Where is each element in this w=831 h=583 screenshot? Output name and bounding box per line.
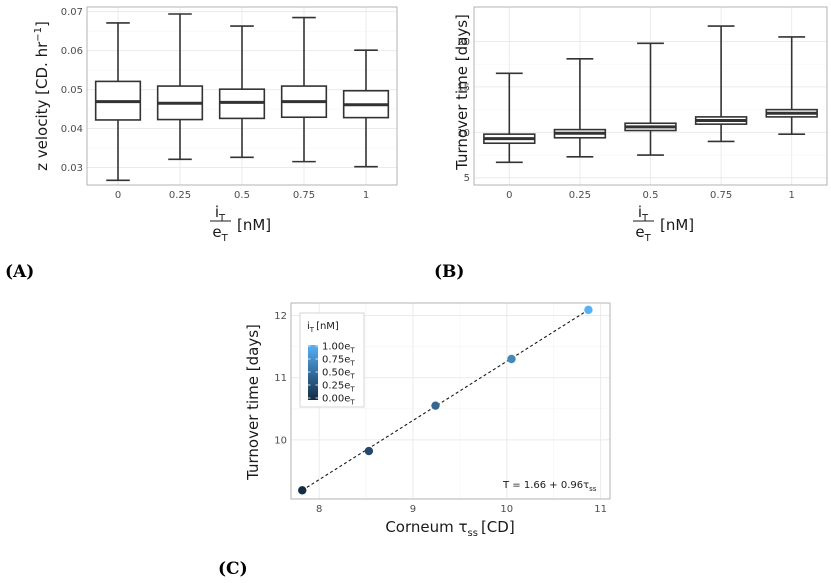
data-point — [298, 486, 307, 495]
legend-label: 0.50eT — [322, 368, 355, 381]
y-tick-label: 10 — [274, 435, 287, 446]
x-tick-label: 8 — [316, 504, 322, 515]
y-tick-label: 0.06 — [61, 46, 83, 57]
fit-equation: T = 1.66 + 0.96τss — [502, 480, 597, 493]
panel-b-ylabel: Turnover time [days] — [453, 14, 471, 171]
legend-label: 0.75eT — [322, 355, 355, 368]
x-tick-label: 0.75 — [710, 190, 732, 201]
x-tick-label: 1 — [789, 190, 795, 201]
data-point — [507, 354, 516, 364]
panel-label-c: (C) — [218, 559, 248, 579]
y-tick-label: 5 — [464, 173, 470, 184]
panel-a-xlabel: iT eT [nM] — [210, 203, 271, 244]
box-1 — [765, 36, 818, 135]
data-point — [364, 446, 374, 456]
x-tick-label: 10 — [500, 504, 513, 515]
panel-a-boxplot: 0.03 0.04 0.05 0.06 0.07 0 0.25 0.5 0.75 1 z vel… — [5, 6, 398, 282]
panel-c-frame — [290, 302, 611, 500]
panel-label-a: (A) — [5, 262, 34, 282]
x-tick-label: 1 — [363, 190, 369, 201]
panel-b-boxplot: 5 10 15 20 0 0.25 0.5 0.75 1 Turnover time [day… — [434, 6, 828, 282]
box-0.5 — [624, 42, 677, 156]
x-tick-label: 0.5 — [643, 190, 659, 201]
y-tick-label: 0.03 — [61, 163, 83, 174]
panel-a-frame — [86, 6, 398, 186]
panel-label-b: (B) — [434, 262, 464, 282]
box-0.5 — [218, 25, 266, 159]
box-0.25 — [553, 57, 607, 158]
x-tick-label: 0.75 — [293, 190, 315, 201]
svg-text:iT: iT — [638, 203, 649, 224]
y-tick-label: 0.07 — [61, 7, 83, 18]
x-tick-label: 0.25 — [569, 190, 591, 201]
panel-b-frame — [473, 6, 828, 186]
data-point — [584, 305, 593, 315]
y-tick-label: 15 — [457, 82, 470, 93]
box-1 — [342, 49, 390, 168]
panel-c-ylabel: Turnover time [days] — [244, 324, 262, 481]
panel-c-xlabel: Corneum τss [CD] — [385, 518, 514, 539]
box-0.75 — [280, 16, 328, 163]
y-tick-label: 0.05 — [61, 85, 83, 96]
svg-text:[nM]: [nM] — [237, 216, 271, 234]
x-tick-label: 0 — [115, 190, 121, 201]
x-tick-label: 11 — [594, 504, 607, 515]
y-tick-label: 11 — [274, 373, 287, 384]
legend-label: 0.25eT — [322, 381, 355, 394]
svg-text:[nM]: [nM] — [660, 216, 694, 234]
y-tick-label: 12 — [274, 311, 287, 322]
legend-label: 1.00eT — [322, 342, 355, 355]
x-tick-label: 0 — [506, 190, 512, 201]
regression-line — [301, 309, 589, 491]
colorbar — [308, 345, 318, 400]
y-tick-label: 10 — [457, 128, 470, 139]
legend-title: iT [nM] — [307, 321, 339, 334]
svg-text:iT: iT — [215, 203, 226, 224]
svg-text:eT: eT — [212, 223, 228, 244]
box-0 — [483, 72, 536, 164]
data-point — [431, 401, 440, 410]
x-tick-label: 0.5 — [234, 190, 250, 201]
y-tick-label: 0.04 — [61, 124, 83, 135]
panel-a-ylabel: z velocity [CD. hr−1] — [33, 21, 51, 171]
x-tick-label: 9 — [410, 504, 416, 515]
legend-label: 0.00eT — [322, 394, 355, 407]
box-0 — [94, 22, 142, 182]
y-tick-label: 20 — [457, 37, 470, 48]
x-tick-label: 0.25 — [169, 190, 191, 201]
box-0.25 — [156, 13, 204, 161]
panel-c-scatter: 10 11 12 8 9 10 11 Turnover time [days] Corne… — [218, 302, 611, 579]
svg-text:eT: eT — [635, 223, 651, 244]
box-0.75 — [694, 25, 748, 143]
panel-b-xlabel: iT eT [nM] — [633, 203, 694, 244]
